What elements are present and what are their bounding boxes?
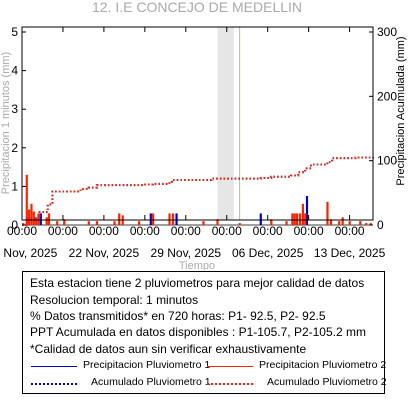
bar-p2-12 [95, 221, 99, 225]
bar-p2-33 [338, 221, 341, 225]
y-left-tick-label: 2 [11, 141, 18, 155]
info-legend-box: Esta estacion tiene 2 pluviometros para … [22, 271, 387, 394]
bar-p2-24 [285, 221, 288, 225]
x-time-tick-label: 00:00 [253, 224, 283, 238]
bar-p1-3 [259, 213, 262, 225]
bar-p1-4 [305, 196, 309, 225]
bar-p2-20 [202, 221, 205, 225]
legend-label-p2: Precipitacion Pluviometro 2 [259, 359, 387, 371]
bar-p2-38 [369, 223, 372, 225]
x-time-tick-label: 00:00 [335, 224, 365, 238]
accumulated-line-2 [22, 156, 374, 226]
x-date-label: 29 Nov, 2025 [151, 246, 222, 260]
bar-p2-25 [291, 213, 294, 225]
x-date-label: 13 Dec, 2025 [314, 246, 386, 260]
legend-swatch-a1 [31, 383, 77, 385]
y-left-tick-label: 0 [11, 218, 18, 232]
gray-band [217, 27, 234, 220]
bar-p2-30 [304, 213, 307, 225]
bar-p2-36 [359, 221, 362, 225]
bar-p2-2 [28, 209, 31, 225]
y-left-tick-label: 1 [11, 179, 18, 193]
bar-p1-2 [175, 213, 178, 225]
bar-p1-0 [39, 213, 42, 225]
ticks-layer: 0 1 2 3 4 5 0 100 200 300 00:00 00:00 00:00 00:00 00:0… [0, 25, 397, 260]
bars-layer [22, 174, 373, 226]
info-line-resolution: Resolucion temporal: 1 minutos [30, 293, 199, 307]
info-line-quality: *Calidad de datos aun sin verificar exha… [30, 342, 307, 356]
y-axis-left-label: Precipitacion 1 minutos (mm) [0, 52, 12, 194]
bar-p2-29 [301, 203, 304, 225]
bar-p2-22 [238, 223, 241, 225]
bar-p2-10 [63, 219, 66, 225]
bar-p2-1 [25, 174, 28, 225]
bar-p2-35 [348, 221, 351, 225]
legend-label-p1: Precipitacion Pluviometro 1 [83, 359, 211, 371]
bar-p2-7 [45, 217, 48, 225]
bar-p2-28 [298, 213, 302, 225]
bar-p2-8 [47, 213, 51, 225]
x-axis-label: Tiempo [179, 260, 215, 270]
y-left-tick-label: 4 [11, 64, 18, 78]
y-right-tick-label: 0 [377, 218, 384, 232]
x-date-label: 06 Dec, 2025 [232, 246, 304, 260]
y-left-tick-label: 3 [11, 102, 18, 116]
legend-swatch-a2 [207, 383, 253, 385]
x-time-tick-label: 00:00 [48, 224, 78, 238]
info-line-transmitted: % Datos transmitidos* en 720 horas: P1- … [30, 309, 326, 323]
y-axis-right-label: Precipitacion Acumulada (mm) [395, 36, 407, 185]
bar-p2-9 [56, 221, 59, 225]
legend-label-a1: Acumulado Pluviometro 1 [91, 376, 211, 388]
info-line-stations: Esta estacion tiene 2 pluviometros para … [30, 276, 365, 290]
precipitation-chart: 0 1 2 3 4 5 0 100 200 300 00:00 00:00 00:00 00:00 00:0… [0, 0, 407, 270]
chart-title: 12. I.E CONCEJO DE MEDELLIN [92, 0, 302, 15]
bar-p2-27 [295, 213, 299, 225]
x-time-tick-label: 00:00 [294, 224, 324, 238]
bar-p2-23 [270, 219, 273, 225]
x-time-tick-label: 00:00 [212, 224, 242, 238]
y-right-tick-label: 100 [377, 154, 397, 168]
bar-p2-16 [138, 221, 141, 225]
accumulated-lines-layer [22, 156, 374, 226]
bar-p2-19 [171, 213, 175, 225]
legend-swatch-p1 [31, 366, 77, 367]
bar-p2-4 [32, 211, 35, 225]
bar-p2-17 [152, 213, 155, 225]
plot-frame [21, 26, 374, 221]
bar-p2-14 [118, 213, 121, 225]
bar-p2-18 [168, 213, 171, 225]
bar-p2-37 [364, 223, 368, 225]
bar-p2-21 [216, 219, 219, 225]
x-time-tick-label: 00:00 [7, 224, 37, 238]
bar-p2-3 [30, 203, 33, 225]
bar-p2-11 [87, 221, 90, 225]
x-time-tick-label: 00:00 [130, 224, 160, 238]
legend-swatch-p2 [207, 366, 253, 367]
info-line-accumulated: PPT Acumulada en datos disponibles : P1-… [30, 325, 366, 339]
bar-p2-34 [341, 217, 344, 225]
bar-p2-26 [293, 213, 296, 225]
bar-p2-13 [113, 221, 116, 225]
y-right-tick-label: 200 [377, 89, 397, 103]
bar-p2-5 [35, 217, 38, 225]
y-left-tick-label: 5 [11, 25, 18, 39]
y-right-tick-label: 300 [377, 25, 397, 39]
x-date-label: 22 Nov, 2025 [69, 246, 140, 260]
x-time-tick-label: 00:00 [89, 224, 119, 238]
bar-p2-32 [329, 219, 333, 225]
bar-p2-31 [326, 201, 329, 225]
x-date-label: 15 Nov, 2025 [0, 246, 58, 260]
legend-label-a2: Acumulado Pluviometro 2 [267, 376, 387, 388]
x-time-tick-label: 00:00 [171, 224, 201, 238]
bar-p1-1 [149, 213, 152, 225]
